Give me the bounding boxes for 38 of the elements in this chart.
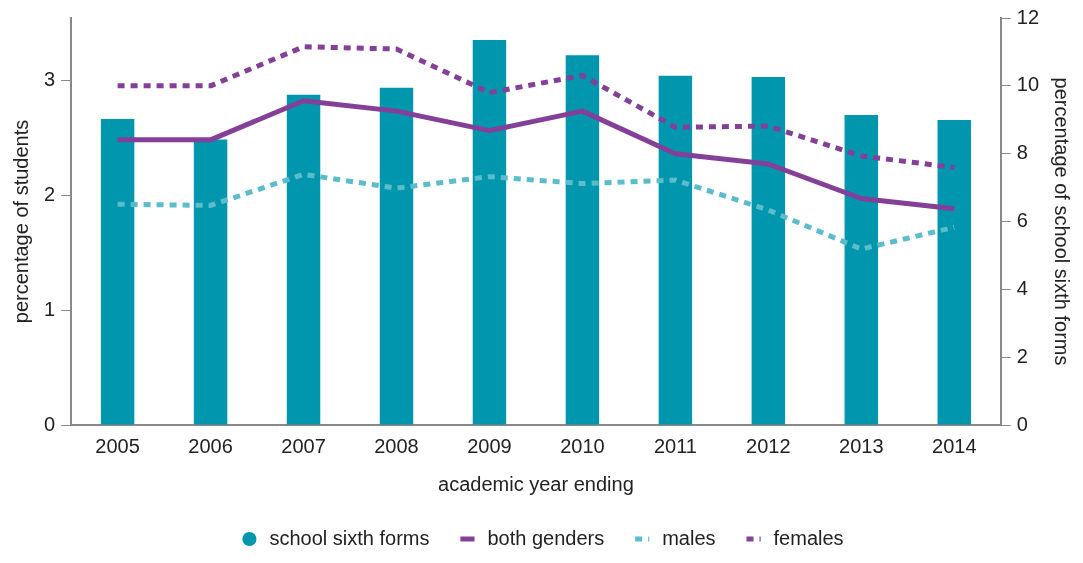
bar	[658, 75, 693, 425]
x-tick-label: 2014	[932, 434, 977, 457]
x-tick-label: 2010	[560, 434, 605, 457]
x-tick-label: 2012	[746, 434, 791, 457]
y2-tick-label: 0	[1016, 412, 1028, 435]
bar	[100, 119, 135, 425]
x-tick-label: 2008	[374, 434, 419, 457]
bar	[844, 115, 879, 425]
x-tick-label: 2009	[467, 434, 512, 457]
legend-label: school sixth forms	[269, 526, 430, 549]
y2-tick-label: 4	[1016, 276, 1028, 299]
y2-tick-label: 10	[1016, 73, 1039, 96]
x-tick-label: 2011	[653, 434, 697, 457]
legend-label: males	[662, 526, 716, 549]
y-tick-label: 1	[44, 297, 56, 320]
y2-tick-label: 12	[1016, 5, 1039, 28]
bar	[379, 87, 414, 425]
bar	[937, 120, 972, 425]
y-tick-label: 0	[44, 412, 56, 435]
y2-tick-label: 6	[1016, 209, 1028, 232]
y2-axis-title: percentage of school sixth forms	[1051, 77, 1074, 366]
x-tick-label: 2006	[188, 434, 233, 457]
bar	[472, 40, 507, 425]
x-tick-label: 2013	[839, 434, 884, 457]
y-axis-title: percentage of students	[9, 119, 32, 324]
x-tick-label: 2005	[95, 434, 140, 457]
x-axis-title: academic year ending	[438, 472, 634, 495]
bar	[751, 77, 786, 425]
legend-label: females	[773, 526, 844, 549]
legend-label: both genders	[487, 526, 605, 549]
y2-tick-label: 2	[1016, 344, 1028, 367]
x-tick-label: 2007	[281, 434, 326, 457]
y-tick-label: 2	[44, 182, 56, 205]
bar	[286, 94, 321, 425]
y-tick-label: 3	[44, 67, 56, 90]
bar	[565, 55, 600, 425]
y2-tick-label: 8	[1016, 141, 1028, 164]
bar	[193, 139, 228, 425]
